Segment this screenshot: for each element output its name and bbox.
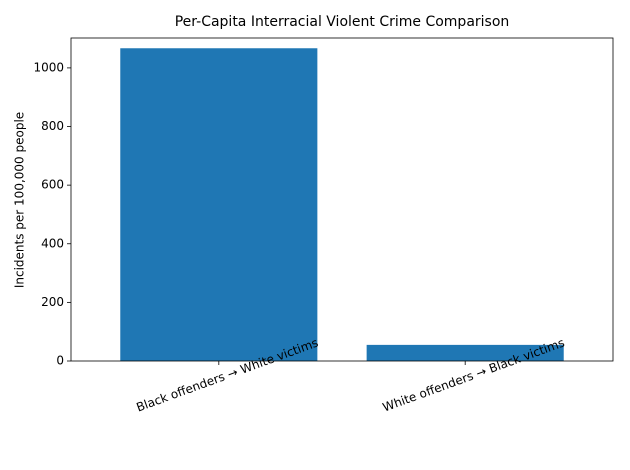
- y-tick-label: 800: [41, 119, 64, 133]
- y-axis-label: Incidents per 100,000 people: [13, 112, 27, 288]
- y-tick-label: 200: [41, 295, 64, 309]
- y-tick-label: 600: [41, 178, 64, 192]
- y-tick-label: 400: [41, 236, 64, 250]
- chart-title: Per-Capita Interracial Violent Crime Com…: [175, 14, 510, 30]
- bar: [120, 48, 318, 362]
- bar: [366, 344, 564, 361]
- axes-frame: [70, 37, 614, 362]
- y-tick-label: 1000: [33, 60, 64, 74]
- y-tick-label: 0: [56, 354, 64, 368]
